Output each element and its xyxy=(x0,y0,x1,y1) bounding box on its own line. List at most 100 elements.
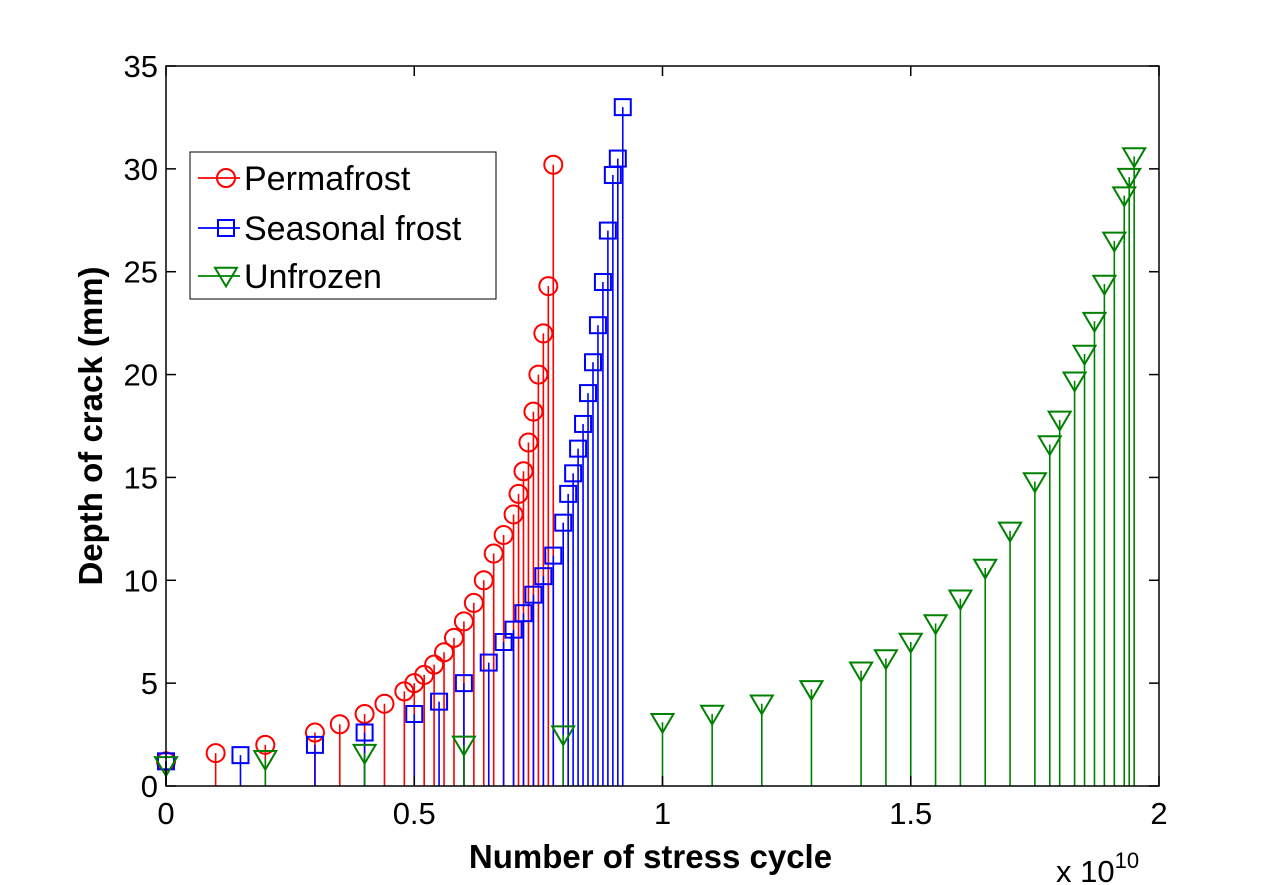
legend-item-seasonal-frost: Seasonal frost xyxy=(198,210,462,248)
marker-permafrost xyxy=(374,693,395,714)
legend-label-seasonal-frost: Seasonal frost xyxy=(244,210,462,248)
marker-permafrost xyxy=(503,504,524,525)
marker-unfrozen xyxy=(848,661,874,684)
x-exponent-base: x 10 xyxy=(1056,854,1115,885)
marker-seasonal-frost xyxy=(593,273,612,291)
axis-ticks xyxy=(165,65,1160,787)
legend-label-unfrozen: Unfrozen xyxy=(244,258,382,296)
marker-seasonal-frost xyxy=(494,633,513,651)
y-tick-label: 5 xyxy=(141,666,158,701)
marker-seasonal-frost xyxy=(554,513,573,532)
legend-marker-shape-permafrost xyxy=(216,168,236,188)
legend-box xyxy=(189,151,497,300)
marker-unfrozen xyxy=(351,743,378,766)
marker-seasonal-frost xyxy=(514,604,533,623)
marker-unfrozen xyxy=(1071,344,1098,367)
marker-seasonal-frost xyxy=(534,567,553,586)
marker-unfrozen xyxy=(1121,147,1147,169)
marker-permafrost xyxy=(538,276,559,297)
marker-unfrozen xyxy=(550,725,576,747)
marker-permafrost xyxy=(304,722,325,743)
marker-permafrost xyxy=(354,704,375,724)
marker-permafrost xyxy=(518,432,539,453)
x-axis-title: Number of stress cycle xyxy=(469,838,832,875)
marker-unfrozen xyxy=(997,521,1023,544)
y-tick-label: 30 xyxy=(124,152,158,187)
x-tick-label: 0.5 xyxy=(393,796,436,831)
marker-permafrost xyxy=(463,592,484,613)
legend-marker-shape-unfrozen xyxy=(213,266,239,289)
y-tick-label: 35 xyxy=(124,49,158,84)
marker-unfrozen xyxy=(1111,186,1137,209)
legend: Permafrost Seasonal frost Unfrozen xyxy=(189,151,497,300)
marker-unfrozen xyxy=(898,632,924,655)
marker-unfrozen xyxy=(798,680,825,702)
legend-label-permafrost: Permafrost xyxy=(244,160,411,198)
marker-seasonal-frost xyxy=(231,746,250,765)
marker-seasonal-frost xyxy=(564,464,583,483)
marker-unfrozen xyxy=(1081,311,1108,334)
marker-permafrost xyxy=(513,461,534,482)
marker-seasonal-frost xyxy=(569,439,588,458)
legend-item-unfrozen: Unfrozen xyxy=(198,258,382,296)
stem-markers xyxy=(153,98,1147,778)
marker-seasonal-frost xyxy=(574,414,593,433)
marker-permafrost xyxy=(414,664,435,685)
stem-lines xyxy=(165,107,1135,786)
marker-permafrost xyxy=(508,483,529,504)
marker-unfrozen xyxy=(873,649,899,671)
marker-seasonal-frost xyxy=(430,692,449,711)
legend-marker-permafrost xyxy=(216,168,236,188)
legend-item-permafrost: Permafrost xyxy=(198,160,411,198)
marker-unfrozen xyxy=(1116,167,1142,190)
marker-unfrozen xyxy=(1091,274,1118,297)
marker-unfrozen xyxy=(252,750,279,772)
marker-permafrost xyxy=(434,642,455,663)
marker-seasonal-frost xyxy=(544,546,563,565)
marker-unfrozen xyxy=(649,712,676,735)
marker-unfrozen xyxy=(749,694,775,717)
marker-unfrozen xyxy=(1061,371,1088,394)
marker-seasonal-frost xyxy=(588,316,607,335)
marker-unfrozen xyxy=(922,614,949,636)
marker-seasonal-frost xyxy=(504,620,523,639)
x-axis-exponent: x 1010 xyxy=(1056,848,1139,885)
y-tick-label: 25 xyxy=(124,255,158,290)
x-tick-label: 2 xyxy=(1150,796,1167,831)
legend-marker-shape-seasonal-frost xyxy=(217,219,235,237)
marker-seasonal-frost xyxy=(613,98,632,117)
marker-permafrost xyxy=(473,570,494,591)
marker-permafrost xyxy=(255,734,276,755)
marker-unfrozen xyxy=(972,558,998,581)
marker-permafrost xyxy=(205,743,226,764)
x-tick-label: 0 xyxy=(157,796,174,831)
marker-unfrozen xyxy=(1046,410,1073,433)
marker-unfrozen xyxy=(1022,472,1048,494)
y-tick-label: 0 xyxy=(141,769,158,804)
marker-seasonal-frost xyxy=(579,384,598,403)
x-tick-label: 1.5 xyxy=(889,796,932,831)
marker-seasonal-frost xyxy=(305,735,324,754)
marker-permafrost xyxy=(533,323,554,344)
marker-seasonal-frost xyxy=(405,705,424,723)
legend-marker-unfrozen xyxy=(213,266,239,289)
marker-permafrost xyxy=(453,611,474,632)
marker-seasonal-frost xyxy=(583,353,602,372)
y-axis-title: Depth of crack (mm) xyxy=(72,266,109,585)
marker-permafrost xyxy=(523,401,544,422)
marker-permafrost xyxy=(528,364,549,385)
marker-permafrost xyxy=(543,154,564,175)
marker-seasonal-frost xyxy=(454,674,473,693)
marker-unfrozen xyxy=(947,589,974,612)
marker-permafrost xyxy=(329,714,350,735)
marker-seasonal-frost xyxy=(559,484,578,503)
marker-seasonal-frost xyxy=(598,221,617,240)
legend-marker-seasonal-frost xyxy=(217,219,235,237)
marker-seasonal-frost xyxy=(479,653,498,672)
x-exponent-power: 10 xyxy=(1115,848,1139,873)
marker-unfrozen xyxy=(699,704,725,727)
y-tick-label: 20 xyxy=(124,358,158,393)
marker-unfrozen xyxy=(1101,231,1128,254)
